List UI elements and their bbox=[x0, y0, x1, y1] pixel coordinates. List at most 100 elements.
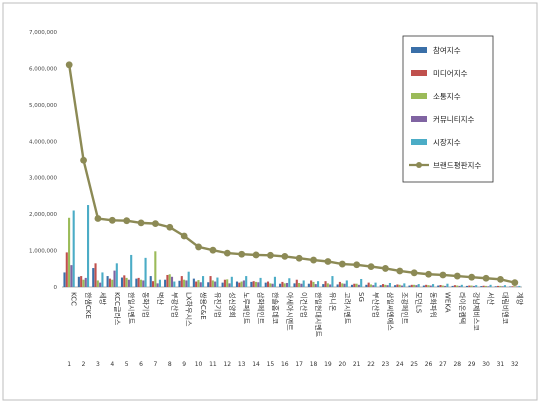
bar bbox=[199, 282, 202, 287]
bar bbox=[273, 276, 276, 287]
line-point bbox=[238, 250, 246, 258]
rank-label: 17 bbox=[295, 361, 303, 368]
bar bbox=[446, 283, 449, 287]
bar bbox=[211, 280, 214, 287]
x-tick-label: KCC글라스 bbox=[113, 292, 122, 326]
bar bbox=[439, 284, 442, 287]
x-tick-label: 강남제비스코 bbox=[472, 292, 481, 331]
bar bbox=[432, 284, 435, 287]
rank-label: 11 bbox=[209, 361, 217, 368]
y-tick-label: 1,000,000 bbox=[29, 249, 57, 255]
bar bbox=[214, 281, 217, 287]
bar bbox=[207, 282, 210, 287]
bar bbox=[322, 284, 325, 287]
bar bbox=[456, 285, 459, 287]
bar bbox=[441, 285, 444, 287]
x-axis: KCC 1 한샘CKE 2 세방 3 KCC글라스 4 한일시멘트 5 동화기업 6 벽산 7 부광산업 8 L… bbox=[67, 292, 524, 368]
bar bbox=[70, 265, 73, 287]
x-tick-label: 계양 bbox=[515, 292, 524, 305]
bar bbox=[173, 281, 176, 287]
bar bbox=[307, 283, 310, 287]
y-tick-label: 7,000,000 bbox=[29, 30, 57, 36]
line-point bbox=[209, 246, 217, 254]
legend-marker bbox=[416, 162, 422, 168]
bar bbox=[360, 278, 363, 287]
bar bbox=[475, 285, 478, 287]
bar bbox=[355, 283, 358, 287]
rank-label: 20 bbox=[338, 361, 346, 368]
legend-swatch bbox=[411, 116, 427, 122]
bar bbox=[494, 286, 497, 287]
bar bbox=[480, 286, 483, 287]
bar bbox=[343, 283, 346, 287]
bar bbox=[106, 276, 109, 287]
bar bbox=[283, 283, 286, 287]
bar bbox=[187, 271, 190, 287]
bar bbox=[120, 277, 124, 287]
line-point bbox=[65, 61, 73, 69]
y-tick-label: 5,000,000 bbox=[29, 103, 57, 109]
x-tick-label: 유니온 bbox=[328, 292, 337, 312]
rank-label: 2 bbox=[82, 361, 86, 368]
bar bbox=[484, 285, 488, 287]
rank-label: 29 bbox=[468, 361, 476, 368]
bar bbox=[96, 280, 99, 287]
bar bbox=[326, 283, 329, 287]
line-point bbox=[468, 273, 476, 281]
line-point bbox=[180, 232, 188, 240]
rank-label: 32 bbox=[511, 361, 519, 368]
bar bbox=[168, 274, 171, 287]
x-tick-label: 부산산업 bbox=[372, 292, 381, 318]
bar bbox=[302, 280, 305, 287]
bar bbox=[202, 276, 205, 287]
bar bbox=[144, 257, 147, 287]
rank-label: 31 bbox=[497, 361, 505, 368]
bar bbox=[453, 285, 456, 287]
x-tick-label: 대림비앤코 bbox=[501, 292, 510, 325]
line-point bbox=[267, 251, 274, 259]
rank-label: 18 bbox=[310, 361, 318, 368]
rank-label: 13 bbox=[238, 361, 246, 368]
line-point bbox=[295, 254, 303, 262]
bar bbox=[264, 282, 267, 287]
line-point bbox=[108, 216, 116, 224]
x-tick-label: 고려시멘트 bbox=[343, 292, 352, 325]
line-point bbox=[152, 220, 159, 228]
rank-label: 8 bbox=[168, 361, 172, 368]
rank-label: 10 bbox=[195, 361, 203, 368]
bar bbox=[336, 284, 339, 287]
bar bbox=[245, 276, 248, 287]
bar bbox=[372, 285, 375, 287]
bar bbox=[451, 285, 454, 287]
bar bbox=[329, 284, 332, 287]
legend-entry: 브랜드평판지수 bbox=[433, 160, 481, 170]
bar bbox=[226, 279, 229, 287]
brand-line bbox=[65, 61, 519, 287]
x-tick-label: 한솔홈데코 bbox=[271, 292, 280, 325]
bar bbox=[80, 276, 83, 287]
bar bbox=[230, 276, 233, 287]
bar bbox=[465, 285, 469, 287]
y-tick-label: 0 bbox=[54, 285, 58, 291]
legend-entry: 미디어지수 bbox=[433, 68, 468, 78]
bar bbox=[111, 279, 114, 287]
rank-label: 9 bbox=[182, 361, 186, 368]
line-point bbox=[425, 270, 432, 278]
x-tick-label: 한일시멘트 bbox=[127, 292, 136, 325]
bar bbox=[254, 281, 258, 287]
bar bbox=[192, 278, 195, 287]
x-tick-label: 모던LS bbox=[415, 292, 424, 314]
bar bbox=[180, 276, 183, 287]
bar bbox=[398, 284, 401, 287]
line-point bbox=[94, 215, 102, 222]
bar bbox=[513, 286, 516, 287]
line-point bbox=[511, 279, 519, 287]
x-tick-label: 세방 bbox=[98, 292, 107, 305]
legend-swatch bbox=[411, 93, 427, 99]
legend-swatch bbox=[411, 47, 427, 53]
line-point bbox=[281, 253, 289, 260]
bar bbox=[197, 280, 200, 287]
bar bbox=[195, 281, 198, 287]
